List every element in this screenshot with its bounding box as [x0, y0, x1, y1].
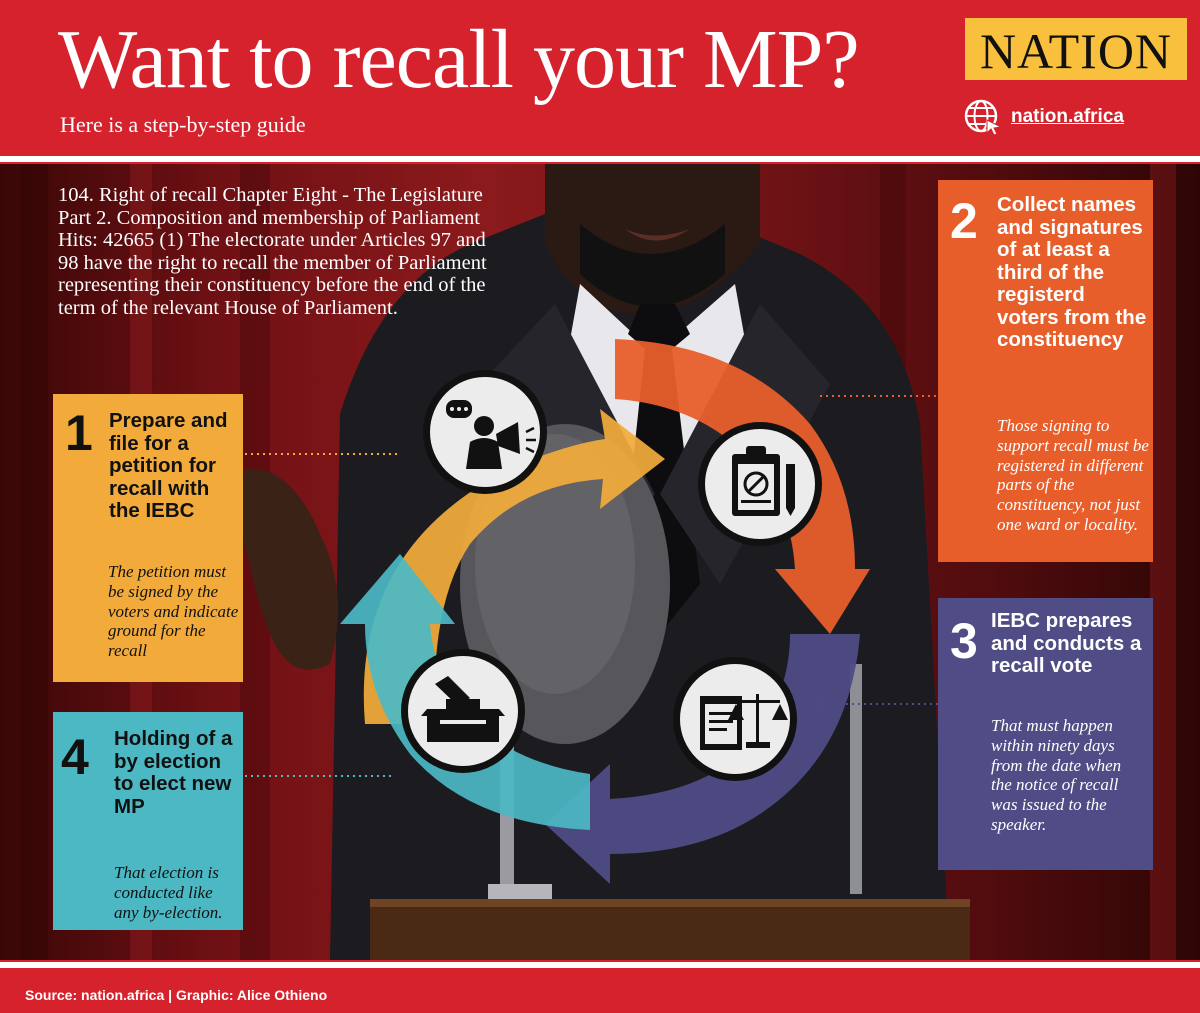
step-number: 4 [61, 729, 89, 785]
step-heading: Prepare and file for a petition for reca… [109, 409, 228, 522]
step-note: That election is conducted like any by-e… [114, 863, 223, 922]
footer-divider [0, 962, 1200, 968]
step-note: Those signing to support recall must be … [997, 416, 1149, 534]
speaker-illustration [20, 164, 1176, 960]
step-2-card: 2 Collect names and signatures of at lea… [938, 180, 1153, 562]
law-scale-scroll-icon [673, 657, 797, 781]
globe-cursor-icon [964, 99, 1003, 136]
website-text: nation.africa [1011, 106, 1124, 127]
step-number: 1 [65, 405, 93, 461]
step-note: That must happen within ninety days from… [991, 716, 1122, 834]
header: Want to recall your MP? Here is a step-b… [0, 0, 1200, 156]
nation-logo: NATION [965, 18, 1187, 80]
step-heading: Collect names and signatures of at least… [997, 193, 1147, 351]
speaker-megaphone-icon [423, 370, 547, 494]
step-heading: IEBC prepares and conducts a recall vote [991, 609, 1142, 677]
step-3-card: 3 IEBC prepares and conducts a recall vo… [938, 598, 1153, 870]
logo-text: NATION [979, 23, 1173, 79]
footer-credits: Source: nation.africa | Graphic: Alice O… [25, 987, 328, 1003]
ballot-box-icon [401, 649, 525, 773]
step-1-card: 1 Prepare and file for a petition for re… [53, 394, 243, 682]
step-heading: Holding of a by election to elect new MP [114, 727, 233, 818]
page-subtitle: Here is a step-by-step guide [60, 112, 306, 137]
intro-text: 104. Right of recall Chapter Eight - The… [58, 184, 487, 319]
header-divider [0, 156, 1200, 162]
page-title: Want to recall your MP? [58, 13, 860, 106]
step-number: 3 [950, 613, 978, 669]
clipboard-petition-icon [698, 422, 822, 546]
footer: Source: nation.africa | Graphic: Alice O… [0, 978, 1200, 1013]
step-number: 2 [950, 193, 978, 249]
step-4-card: 4 Holding of a by election to elect new … [53, 712, 243, 930]
step-note: The petition must be signed by the voter… [108, 562, 239, 661]
website-link[interactable]: nation.africa [963, 98, 1124, 136]
